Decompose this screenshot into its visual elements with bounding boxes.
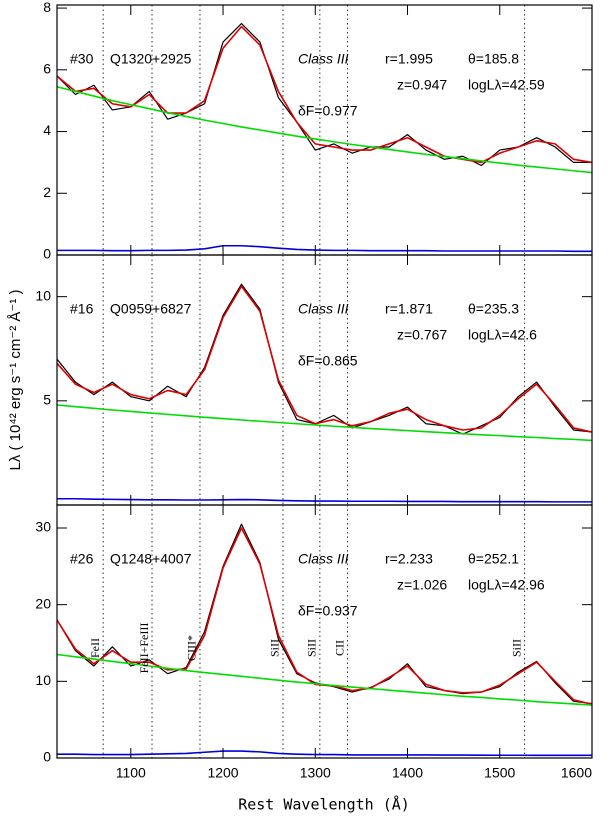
y-tick-label: 10 [35,287,51,303]
plot-area [57,5,592,255]
annotation: r=2.233 [385,551,433,567]
annotation: logLλ=42.96 [468,577,545,593]
annotation: r=1.995 [385,51,433,67]
y-tick-label: 0 [43,246,51,262]
x-tick-label: 1200 [207,765,238,781]
annotation: logLλ=42.59 [468,77,545,93]
frame [56,504,593,759]
x-tick-label: 1500 [484,765,515,781]
annotation: θ=252.1 [468,551,519,567]
y-tick-label: 8 [43,0,51,15]
y-tick-label: 4 [43,122,51,138]
y-axis-label: Lλ ( 10⁴² erg s⁻¹ cm⁻² Å⁻¹ ) [7,289,24,470]
x-tick-label: 1400 [392,765,423,781]
y-tick-label: 2 [43,184,51,200]
spectrum-line [57,283,592,435]
annotation: θ=235.3 [468,301,519,317]
spectrum-line [57,404,592,442]
plot-area [57,505,592,758]
annotation: z=0.767 [397,327,447,343]
x-tick-label: 1600 [561,765,592,781]
line-label: SiII [509,639,523,657]
annotation: δF=0.977 [298,103,358,119]
annotation: Q1248+4007 [110,551,192,567]
spectrum-line [57,86,592,174]
plot-area [57,255,592,505]
frame [56,4,593,256]
annotation: Class III [298,301,349,317]
annotation: #26 [70,551,94,567]
spectrum-line [57,25,592,164]
x-tick-label: 1100 [116,765,146,781]
annotation: Class III [298,51,349,67]
annotation: #30 [70,51,94,67]
line-label: SiII [268,639,282,657]
y-tick-label: 6 [43,61,51,77]
spectrum-line [57,22,592,167]
spectrum-line [57,285,592,433]
x-axis-label: Rest Wavelength (Å) [238,795,410,814]
spectrum-line [57,750,592,757]
line-label: SiII [305,639,319,657]
y-tick-label: 10 [35,672,51,688]
annotation: #16 [70,301,94,317]
annotation: z=0.947 [397,77,447,93]
annotation: Class III [298,551,349,567]
annotation: r=1.871 [385,301,433,317]
line-label: FeII [88,638,102,658]
annotation: Q0959+6827 [110,301,192,317]
annotation: logLλ=42.6 [468,327,537,343]
line-label: FeII+FeIII [137,623,151,674]
spectrum-line [57,653,592,706]
line-label: CII [332,640,346,656]
y-tick-label: 0 [43,749,51,765]
annotation: δF=0.865 [298,353,358,369]
spectrum-line [57,244,592,253]
y-tick-label: 30 [35,519,51,535]
y-tick-label: 20 [35,595,51,611]
spectrum-line [57,497,592,503]
annotation: θ=185.8 [468,51,519,67]
line-label: CIII* [185,635,199,661]
y-tick-label: 5 [43,392,51,408]
annotation: Q1320+2925 [110,51,192,67]
frame [56,254,593,506]
annotation: z=1.026 [397,577,447,593]
annotation: δF=0.937 [298,603,358,619]
x-tick-label: 1300 [300,765,331,781]
